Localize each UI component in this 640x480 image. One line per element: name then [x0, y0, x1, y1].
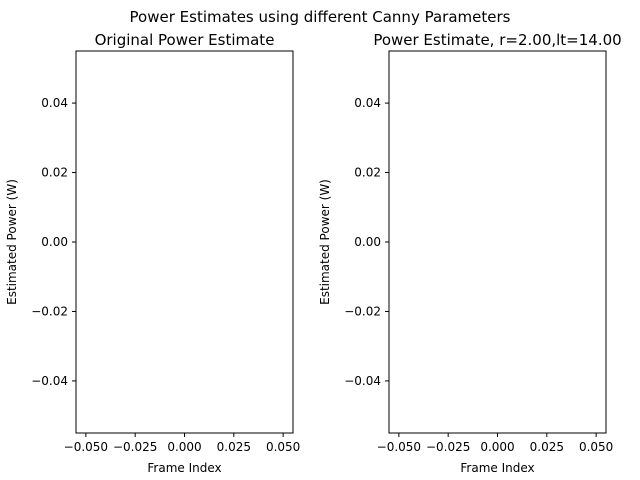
y-axis-label: Estimated Power (W)	[5, 179, 19, 305]
x-tick-label: 0.025	[217, 440, 251, 454]
x-tick-label: −0.025	[426, 440, 470, 454]
x-axis-label: Frame Index	[460, 461, 534, 475]
x-tick-label: −0.025	[113, 440, 157, 454]
y-tick-label: 0.02	[354, 166, 381, 180]
figure-suptitle: Power Estimates using different Canny Pa…	[130, 8, 511, 26]
subplot-1: Original Power Estimate−0.050 −0.025 0.000…	[5, 31, 300, 475]
subplot-2: Power Estimate, r=2.00,lt=14.00 −0.050 −0.…	[318, 31, 622, 475]
subplot-title: Power Estimate, r=2.00,lt=14.00	[373, 31, 621, 49]
x-axis-label: Frame Index	[147, 461, 221, 475]
y-tick-label: −0.04	[31, 374, 68, 388]
y-axis-label: Estimated Power (W)	[318, 179, 332, 305]
y-tick-label: 0.04	[354, 96, 381, 110]
y-tick-label: −0.02	[31, 304, 68, 318]
x-tick-label: −0.050	[377, 440, 421, 454]
y-tick-label: −0.02	[344, 304, 381, 318]
x-tick-label: 0.000	[480, 440, 514, 454]
y-tick-label: 0.04	[41, 96, 68, 110]
x-tick-label: 0.050	[579, 440, 613, 454]
x-tick-label: 0.000	[167, 440, 201, 454]
y-tick-label: −0.04	[344, 374, 381, 388]
subplot-title: Original Power Estimate	[95, 31, 275, 49]
y-tick-label: 0.00	[354, 235, 381, 249]
y-tick-label: 0.02	[41, 166, 68, 180]
x-tick-label: −0.050	[64, 440, 108, 454]
x-tick-label: 0.050	[266, 440, 300, 454]
y-tick-label: 0.00	[41, 235, 68, 249]
x-tick-label: 0.025	[530, 440, 564, 454]
